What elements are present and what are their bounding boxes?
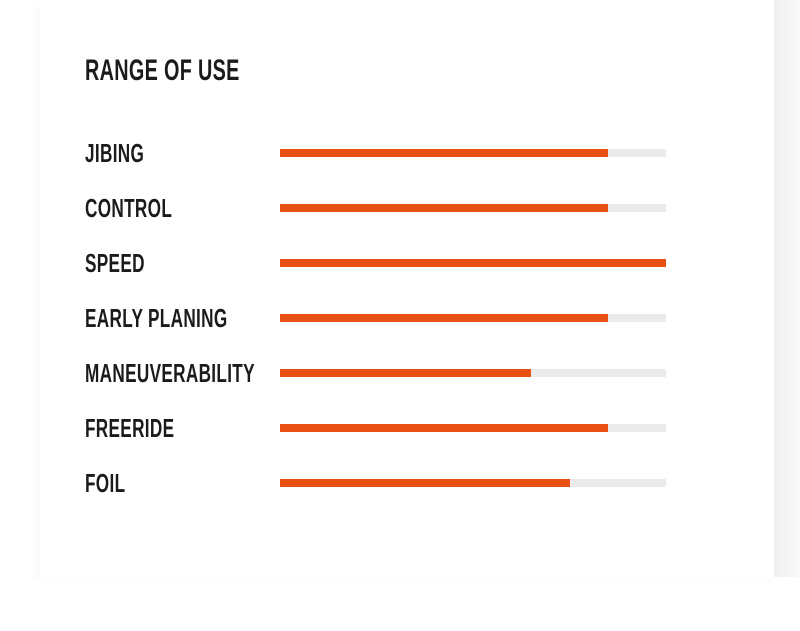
chart-row-early-planing: EARLY PLANING [85, 296, 725, 340]
row-label: SPEED [85, 248, 145, 278]
chart-row-speed: SPEED [85, 241, 725, 285]
bar-track [280, 259, 666, 267]
bar-fill [280, 369, 531, 377]
bar-track [280, 424, 666, 432]
bar-fill [280, 259, 666, 267]
bar-fill [280, 479, 570, 487]
chart-row-maneuverability: MANEUVERABILITY [85, 351, 725, 395]
bar-track [280, 369, 666, 377]
row-label: CONTROL [85, 193, 173, 223]
bar-track [280, 204, 666, 212]
bar-fill [280, 149, 609, 157]
bar-track [280, 149, 666, 157]
bar-track [280, 314, 666, 322]
row-label: FOIL [85, 468, 126, 498]
bar-fill [280, 424, 609, 432]
row-label: MANEUVERABILITY [85, 358, 255, 388]
bar-track [280, 479, 666, 487]
row-label: JIBING [85, 138, 145, 168]
chart-title: RANGE OF USE [85, 54, 240, 87]
bar-fill [280, 314, 609, 322]
row-label: FREERIDE [85, 413, 175, 443]
range-of-use-card: RANGE OF USE JIBING CONTROL SPEED EARLY … [40, 0, 774, 577]
chart-row-jibing: JIBING [85, 131, 725, 175]
chart-row-freeride: FREERIDE [85, 406, 725, 450]
row-label: EARLY PLANING [85, 303, 228, 333]
page-background-right-band [774, 0, 800, 577]
chart-row-control: CONTROL [85, 186, 725, 230]
bar-fill [280, 204, 609, 212]
chart-row-foil: FOIL [85, 461, 725, 505]
